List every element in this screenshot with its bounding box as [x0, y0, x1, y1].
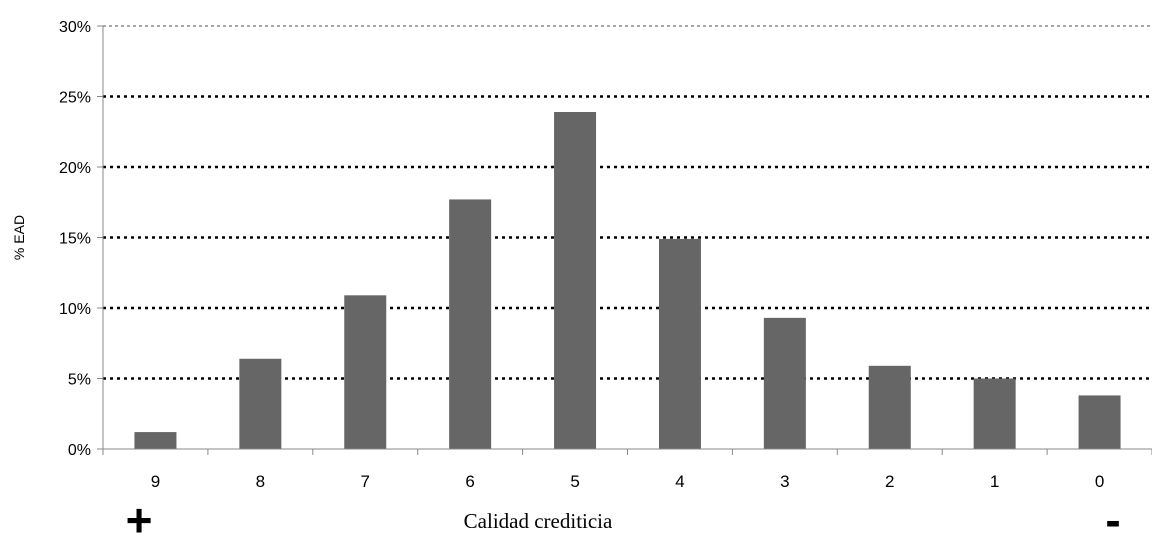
- bar-5: [554, 112, 597, 449]
- gridlines: [103, 25, 1152, 380]
- bars: [134, 112, 1121, 449]
- higher-quality-marker: +: [126, 494, 153, 539]
- y-axis-label: % EAD: [11, 215, 27, 260]
- x-tick-label: 8: [256, 472, 265, 491]
- bar-7: [344, 295, 387, 449]
- axes: [97, 25, 1152, 455]
- lower-quality-marker: -: [1105, 494, 1120, 539]
- y-tick-label: 10%: [59, 301, 91, 318]
- x-tick-label: 2: [885, 472, 894, 491]
- x-axis-label: Calidad crediticia: [464, 509, 613, 533]
- y-tick-label: 30%: [59, 19, 91, 36]
- x-tick-label: 4: [675, 472, 684, 491]
- x-tick-label: 6: [465, 472, 474, 491]
- y-tick-label: 5%: [68, 372, 91, 389]
- y-tick-label: 25%: [59, 90, 91, 107]
- bar-3: [763, 317, 806, 449]
- bar-0: [1078, 395, 1121, 449]
- y-tick-label: 0%: [68, 442, 91, 459]
- x-tick-labels: 9 8 7 6 5 4 3 2 1 0: [151, 472, 1105, 491]
- x-tick-label: 5: [570, 472, 579, 491]
- bar-4: [658, 238, 701, 449]
- bar-9: [134, 432, 177, 449]
- y-tick-label: 15%: [59, 231, 91, 248]
- x-tick-label: 7: [361, 472, 370, 491]
- x-tick-label: 1: [990, 472, 999, 491]
- y-tick-label: 20%: [59, 160, 91, 177]
- x-tick-label: 0: [1095, 472, 1104, 491]
- bar-6: [449, 199, 492, 449]
- bar-2: [868, 365, 911, 449]
- x-tick-label: 9: [151, 472, 160, 491]
- x-tick-label: 3: [780, 472, 789, 491]
- y-tick-labels: 0% 5% 10% 15% 20% 25% 30%: [59, 19, 91, 459]
- bar-1: [973, 378, 1016, 449]
- bar-8: [239, 358, 282, 449]
